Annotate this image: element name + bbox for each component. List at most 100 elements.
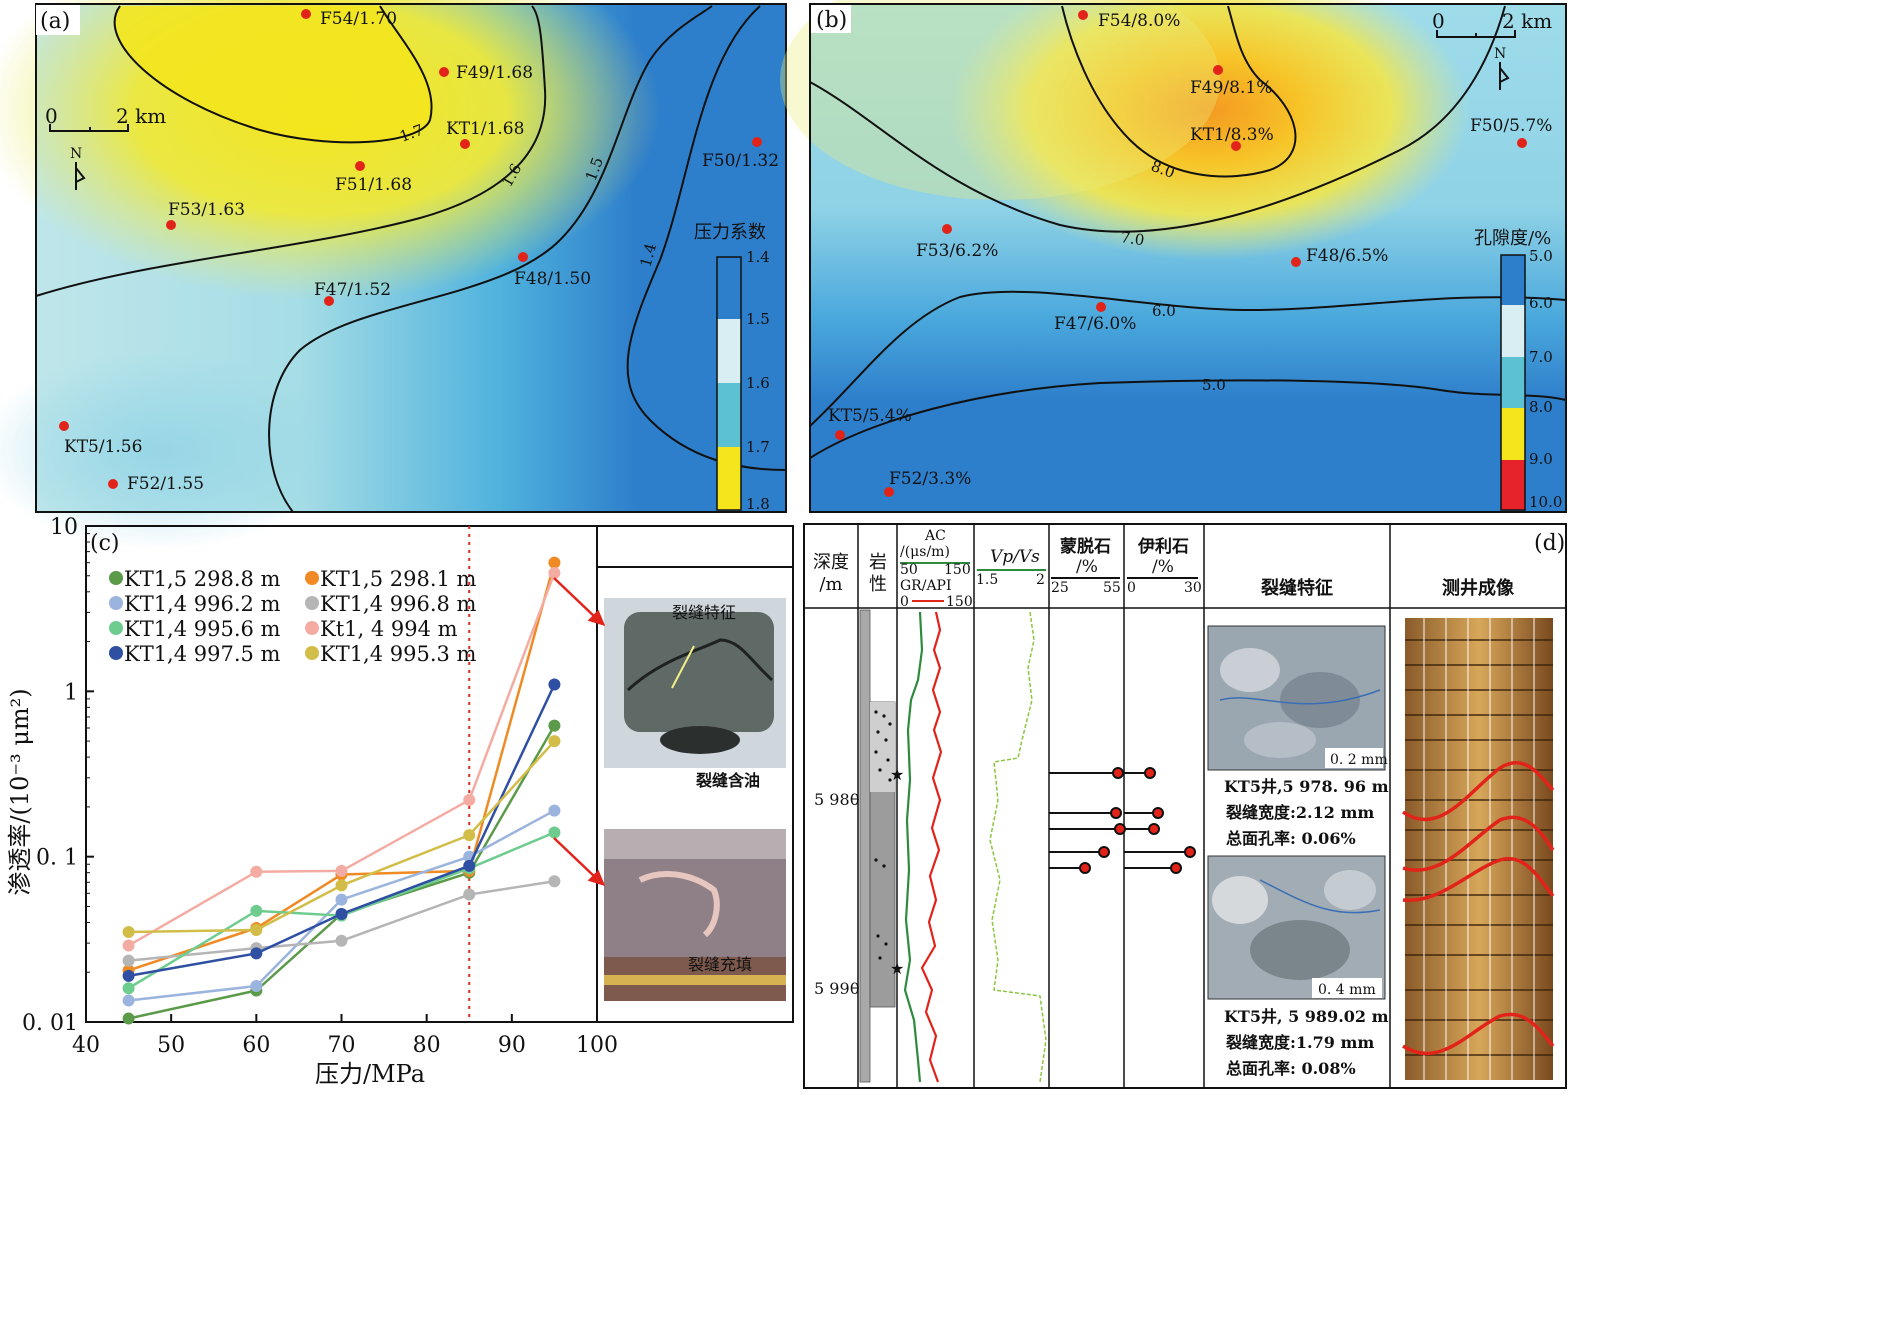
core-photo-filled: 裂缝充填	[604, 829, 786, 1001]
col-image: 测井成像	[1442, 577, 1515, 599]
legend-entry: KT1,4 995.3 m	[320, 642, 477, 666]
well-label: F48/6.5%	[1306, 246, 1388, 266]
legend-swatch	[717, 257, 741, 319]
core-photo-oil: 裂缝特征	[604, 598, 786, 768]
illite-max: 30	[1184, 580, 1202, 596]
legend-title: 孔隙度/%	[1474, 228, 1551, 249]
contour-1.4	[626, 5, 787, 471]
well-label: F54/8.0%	[1098, 11, 1180, 31]
legend-tick: 1.4	[746, 248, 770, 266]
vpvs-title: Vp/Vs	[990, 547, 1040, 567]
photo-label: 裂缝含油	[695, 771, 760, 790]
data-point	[122, 926, 135, 939]
well-label: F47/6.0%	[1054, 314, 1136, 334]
legend-swatch	[717, 383, 741, 447]
thin1-line: 总面孔率: 0.06%	[1226, 829, 1356, 848]
legend-marker	[109, 571, 123, 585]
data-point	[250, 904, 263, 917]
data-point	[548, 678, 561, 691]
contour-7.0	[809, 5, 1506, 233]
panel-b-label: (b)	[816, 8, 847, 33]
data-point	[122, 1012, 135, 1025]
smectite-markers	[1049, 767, 1126, 874]
well-label: KT1/8.3%	[1190, 125, 1274, 145]
panel-a-scale-bar: 0 2 km	[45, 104, 166, 132]
north-arrow-icon: N	[70, 146, 86, 190]
col-lith: 岩	[869, 552, 887, 573]
scale-2km: 2 km	[1502, 9, 1552, 33]
panel-d-label: (d)	[1534, 531, 1565, 556]
smectite-title: 蒙脱石	[1060, 536, 1111, 557]
star-icon: ★	[890, 765, 904, 784]
thin-section-2: 0. 4 mm	[1207, 855, 1386, 1000]
vpvs-curve	[989, 611, 1047, 1083]
x-axis-title: 压力/MPa	[315, 1060, 425, 1088]
panel-b-legend: 孔隙度/% 5.0 6.0 7.0 8.0 9.0 10.0	[1474, 228, 1562, 511]
x-tick-label: 60	[242, 1033, 270, 1058]
x-tick-label: 80	[413, 1033, 441, 1058]
legend-marker	[109, 621, 123, 635]
legend-title: 压力系数	[694, 222, 766, 243]
thin-section-1: 0. 2 mm	[1207, 625, 1388, 771]
contour-label-7.0: 7.0	[1119, 228, 1145, 249]
panel-c-label: (c)	[90, 531, 120, 556]
x-tick-label: 50	[157, 1033, 185, 1058]
legend-tick: 6.0	[1529, 294, 1553, 312]
legend-marker	[305, 571, 319, 585]
y-tick-label: 0. 01	[22, 1011, 78, 1036]
data-point	[335, 879, 348, 892]
data-point	[548, 556, 561, 569]
star-icon: ★	[890, 959, 904, 978]
contour-6.0	[809, 290, 1567, 427]
data-point	[548, 719, 561, 732]
contour-label-6.0: 6.0	[1152, 302, 1176, 320]
legend-marker	[109, 646, 123, 660]
well-label: F48/1.50	[514, 269, 591, 289]
vpvs-min: 1.5	[976, 572, 998, 588]
legend-swatch	[1501, 460, 1525, 510]
legend-entry: KT1,4 997.5 m	[124, 642, 281, 666]
scale-2km: 2 km	[116, 104, 166, 128]
contour-1.7	[113, 5, 433, 144]
thin2-line: 裂缝宽度:1.79 mm	[1225, 1033, 1374, 1052]
photo-label: 裂缝特征	[672, 603, 736, 622]
legend-marker	[109, 596, 123, 610]
vpvs-max: 2	[1036, 572, 1045, 588]
legend-tick: 1.6	[746, 374, 770, 392]
panel-b-map: (b)	[780, 0, 1567, 513]
thin2-line: 总面孔率: 0.08%	[1226, 1059, 1356, 1078]
ac-curve	[903, 611, 924, 1083]
legend-entry: KT1,4 996.8 m	[320, 592, 477, 616]
ac-title: AC	[924, 528, 946, 544]
data-point	[463, 829, 476, 842]
photo-label: 裂缝充填	[688, 955, 752, 974]
legend-tick: 10.0	[1529, 493, 1562, 511]
lithology-column: ★ ★	[859, 609, 904, 1083]
svg-text:N: N	[70, 146, 82, 162]
well-label: F51/1.68	[335, 175, 412, 195]
x-tick-label: 70	[328, 1033, 356, 1058]
well-label: F52/1.55	[127, 474, 204, 494]
thin1-line: KT5井,5 978. 96 m	[1224, 777, 1389, 796]
photo-frame	[596, 525, 794, 1023]
col-fracture: 裂缝特征	[1260, 577, 1333, 599]
col-depth-unit: /m	[819, 574, 842, 595]
scale-label: 0. 4 mm	[1318, 982, 1376, 998]
well-label: F53/1.63	[168, 200, 245, 220]
illite-title: 伊利石	[1137, 536, 1189, 557]
data-point	[122, 969, 135, 982]
contour-8.0	[1061, 5, 1297, 178]
ac-unit: /(μs/m)	[900, 544, 950, 560]
thin1-line: 裂缝宽度:2.12 mm	[1225, 803, 1374, 822]
data-point	[335, 934, 348, 947]
data-point	[250, 865, 263, 878]
legend-swatch	[1501, 305, 1525, 357]
data-point	[548, 826, 561, 839]
panel-d-log: (d) 深度 /m 岩 性 AC /(μs/m) 50 150 GR/API 0…	[803, 523, 1567, 1089]
y-tick-label: 1	[64, 680, 78, 705]
data-point	[463, 888, 476, 901]
contour-label-5.0: 5.0	[1202, 376, 1226, 394]
data-point	[250, 980, 263, 993]
arrows	[553, 577, 606, 886]
legend-swatch	[1501, 408, 1525, 460]
